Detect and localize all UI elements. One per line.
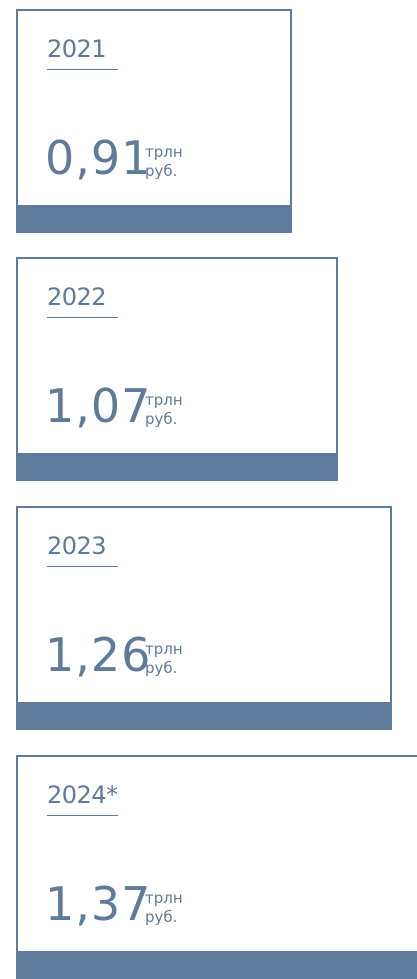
card-band (16, 453, 338, 481)
unit-line: трлн (145, 143, 183, 161)
value-label: 0,91 (45, 131, 152, 185)
unit-label: трлн руб. (145, 640, 183, 678)
unit-line: трлн (145, 640, 183, 658)
year-label: 2023 (47, 532, 118, 567)
value-label: 1,26 (45, 628, 152, 682)
year-label: 2021 (47, 35, 118, 70)
unit-line: трлн (145, 889, 183, 907)
unit-line: руб. (145, 410, 178, 428)
unit-line: руб. (145, 908, 178, 926)
unit-line: трлн (145, 391, 183, 409)
value-label: 1,37 (45, 877, 152, 931)
unit-label: трлн руб. (145, 889, 183, 927)
stat-card: 2024* 1,37 трлн руб. (16, 755, 417, 979)
unit-label: трлн руб. (145, 143, 183, 181)
value-label: 1,07 (45, 379, 152, 433)
unit-line: руб. (145, 162, 178, 180)
card-band (16, 205, 292, 233)
card-band (16, 702, 392, 730)
year-label: 2024* (47, 781, 118, 816)
stat-card: 2022 1,07 трлн руб. (16, 257, 338, 481)
unit-label: трлн руб. (145, 391, 183, 429)
unit-line: руб. (145, 659, 178, 677)
card-band (16, 951, 417, 979)
stat-card: 2023 1,26 трлн руб. (16, 506, 392, 730)
stat-card: 2021 0,91 трлн руб. (16, 9, 292, 233)
year-label: 2022 (47, 283, 118, 318)
